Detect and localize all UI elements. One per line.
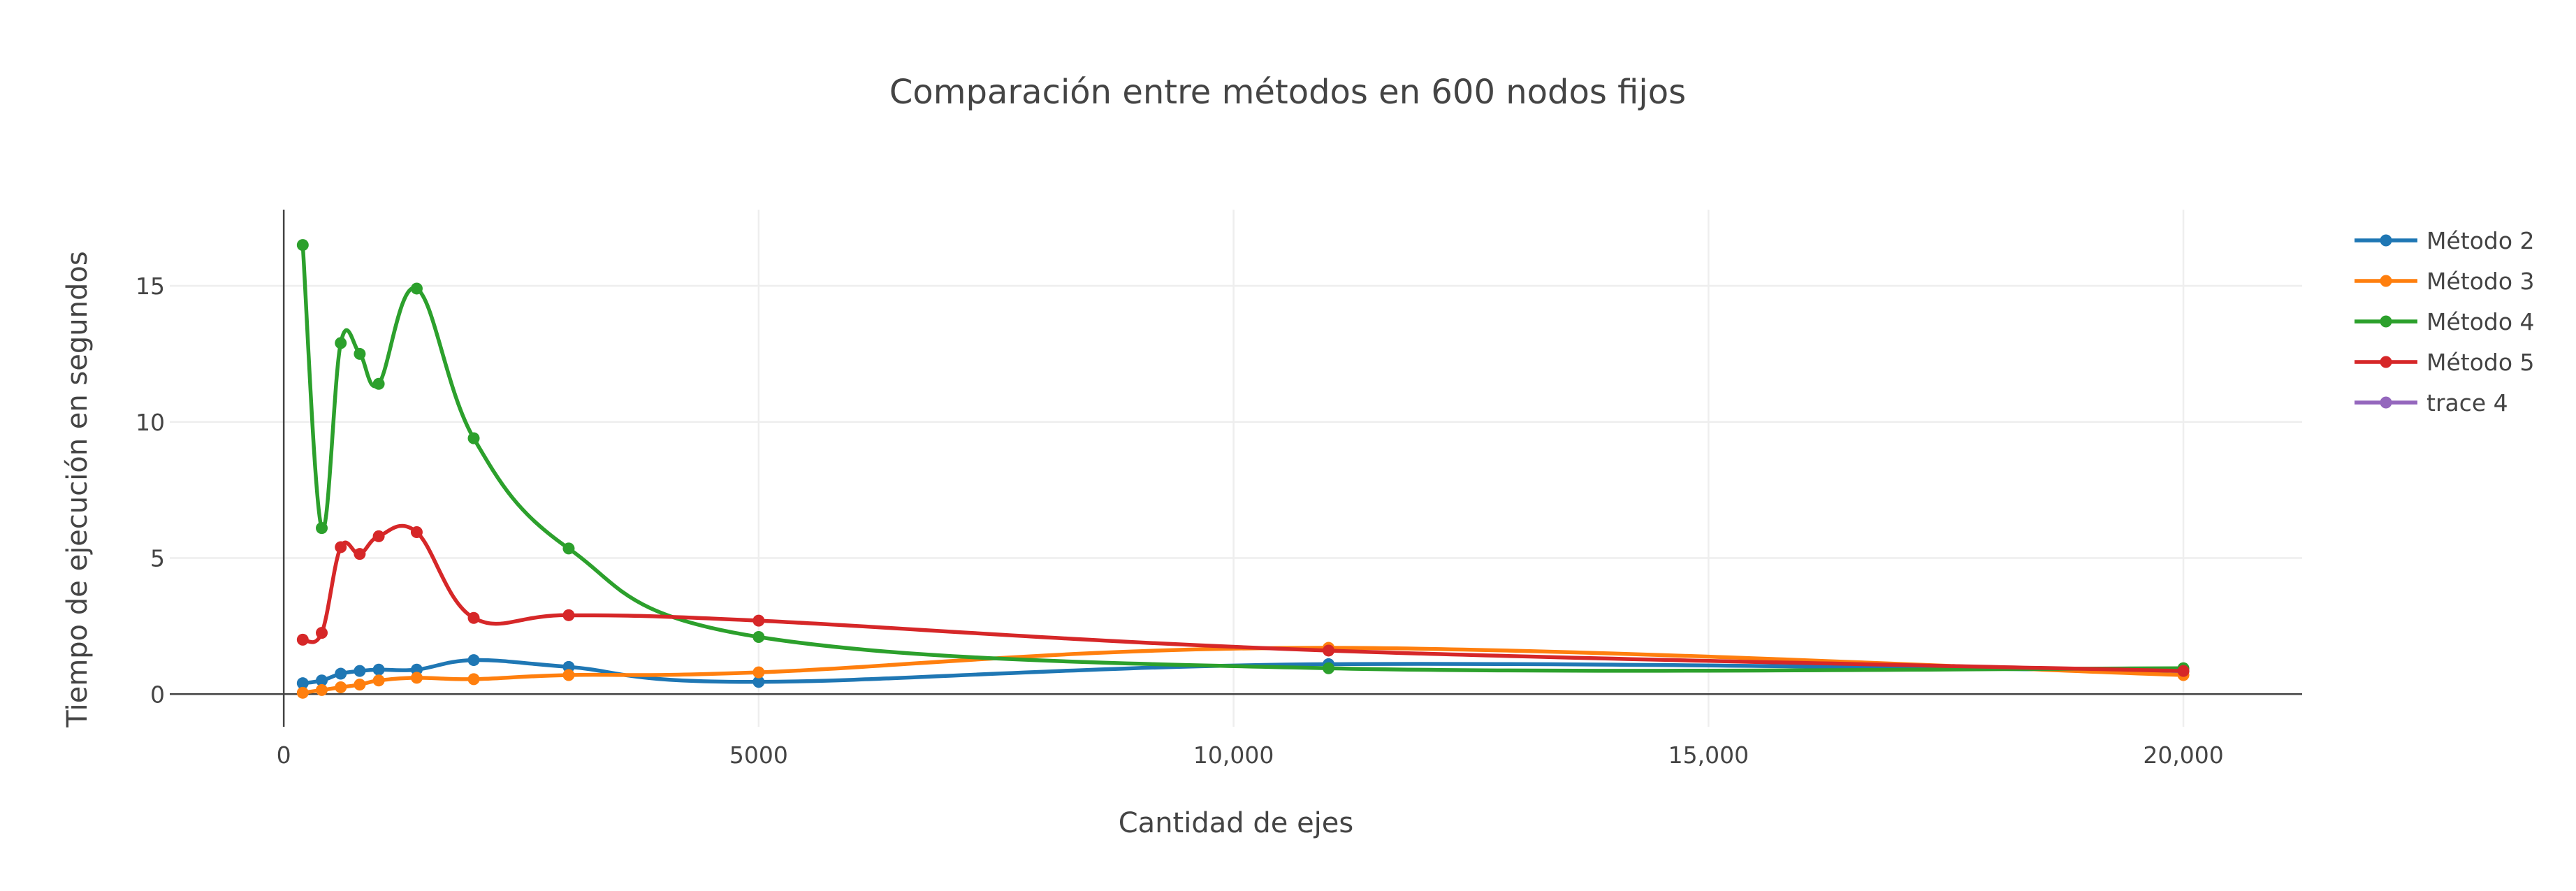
- data-point[interactable]: [467, 673, 480, 686]
- legend-label: Método 2: [2426, 227, 2535, 254]
- data-point[interactable]: [2177, 665, 2190, 677]
- legend-marker: [2380, 396, 2392, 409]
- data-point[interactable]: [296, 239, 309, 252]
- x-tick-label: 20,000: [2143, 741, 2223, 769]
- data-point[interactable]: [410, 526, 423, 539]
- legend-marker: [2380, 356, 2392, 368]
- data-point[interactable]: [372, 530, 385, 542]
- y-axis-title: Tiempo de ejecución en segundos: [61, 251, 94, 727]
- x-tick-label: 10,000: [1193, 741, 1274, 769]
- grid: [170, 210, 2302, 727]
- data-point[interactable]: [752, 630, 765, 643]
- x-tick-label: 15,000: [1668, 741, 1749, 769]
- series-metodo-2: [296, 654, 2190, 690]
- x-tick-label: 5000: [729, 741, 788, 769]
- legend-item-trace-4[interactable]: trace 4: [2355, 389, 2508, 416]
- x-axis-title: Cantidad de ejes: [1119, 807, 1353, 839]
- y-tick-label: 5: [150, 545, 165, 572]
- data-point[interactable]: [1323, 644, 1335, 657]
- data-point[interactable]: [354, 548, 366, 560]
- data-point[interactable]: [354, 347, 366, 360]
- legend-item-metodo-4[interactable]: Método 4: [2355, 308, 2535, 335]
- axes: 0 5000 10,000 15,000 20,000 0 5 10 15: [136, 210, 2302, 769]
- y-tick-label: 10: [136, 409, 165, 436]
- legend-item-metodo-2[interactable]: Método 2: [2355, 227, 2535, 254]
- legend-marker: [2380, 275, 2392, 287]
- y-tick-label: 15: [136, 273, 165, 300]
- legend-label: Método 5: [2426, 349, 2535, 376]
- data-point[interactable]: [296, 677, 309, 690]
- data-point[interactable]: [316, 683, 328, 696]
- data-point[interactable]: [335, 667, 347, 680]
- data-point[interactable]: [296, 633, 309, 646]
- data-point[interactable]: [1323, 662, 1335, 674]
- data-point[interactable]: [335, 541, 347, 553]
- data-point[interactable]: [316, 627, 328, 639]
- data-point[interactable]: [562, 609, 575, 621]
- data-point[interactable]: [467, 611, 480, 624]
- data-point[interactable]: [316, 674, 328, 687]
- legend-label: trace 4: [2426, 389, 2508, 416]
- legend-item-metodo-5[interactable]: Método 5: [2355, 349, 2535, 376]
- data-point[interactable]: [372, 663, 385, 676]
- legend-marker: [2380, 234, 2392, 247]
- data-point[interactable]: [467, 432, 480, 444]
- data-point[interactable]: [372, 674, 385, 687]
- data-point[interactable]: [372, 377, 385, 390]
- series-line: [300, 245, 2184, 673]
- data-point[interactable]: [752, 666, 765, 679]
- legend-item-metodo-3[interactable]: Método 3: [2355, 268, 2535, 295]
- data-point[interactable]: [752, 676, 765, 688]
- data-point[interactable]: [316, 522, 328, 535]
- data-point[interactable]: [562, 669, 575, 681]
- series-layer: [296, 239, 2190, 699]
- y-tick-label: 0: [150, 681, 165, 708]
- series-metodo-4: [296, 239, 2190, 674]
- series-metodo-5: [296, 523, 2190, 677]
- data-point[interactable]: [354, 679, 366, 691]
- data-point[interactable]: [410, 672, 423, 684]
- x-tick-label: 0: [277, 741, 291, 769]
- data-point[interactable]: [410, 282, 423, 295]
- data-point[interactable]: [562, 660, 575, 673]
- legend-marker: [2380, 315, 2392, 328]
- data-point[interactable]: [335, 337, 347, 349]
- data-point[interactable]: [335, 681, 347, 694]
- data-point[interactable]: [467, 654, 480, 667]
- data-point[interactable]: [410, 663, 423, 676]
- data-point[interactable]: [354, 665, 366, 677]
- legend[interactable]: Método 2 Método 3 Método 4 Método 5 trace 4: [2355, 227, 2535, 416]
- legend-label: Método 3: [2426, 268, 2535, 295]
- data-point[interactable]: [562, 542, 575, 555]
- chart-title: Comparación entre métodos en 600 nodos f…: [889, 73, 1686, 112]
- data-point[interactable]: [752, 614, 765, 627]
- data-point[interactable]: [296, 686, 309, 699]
- legend-label: Método 4: [2426, 308, 2535, 335]
